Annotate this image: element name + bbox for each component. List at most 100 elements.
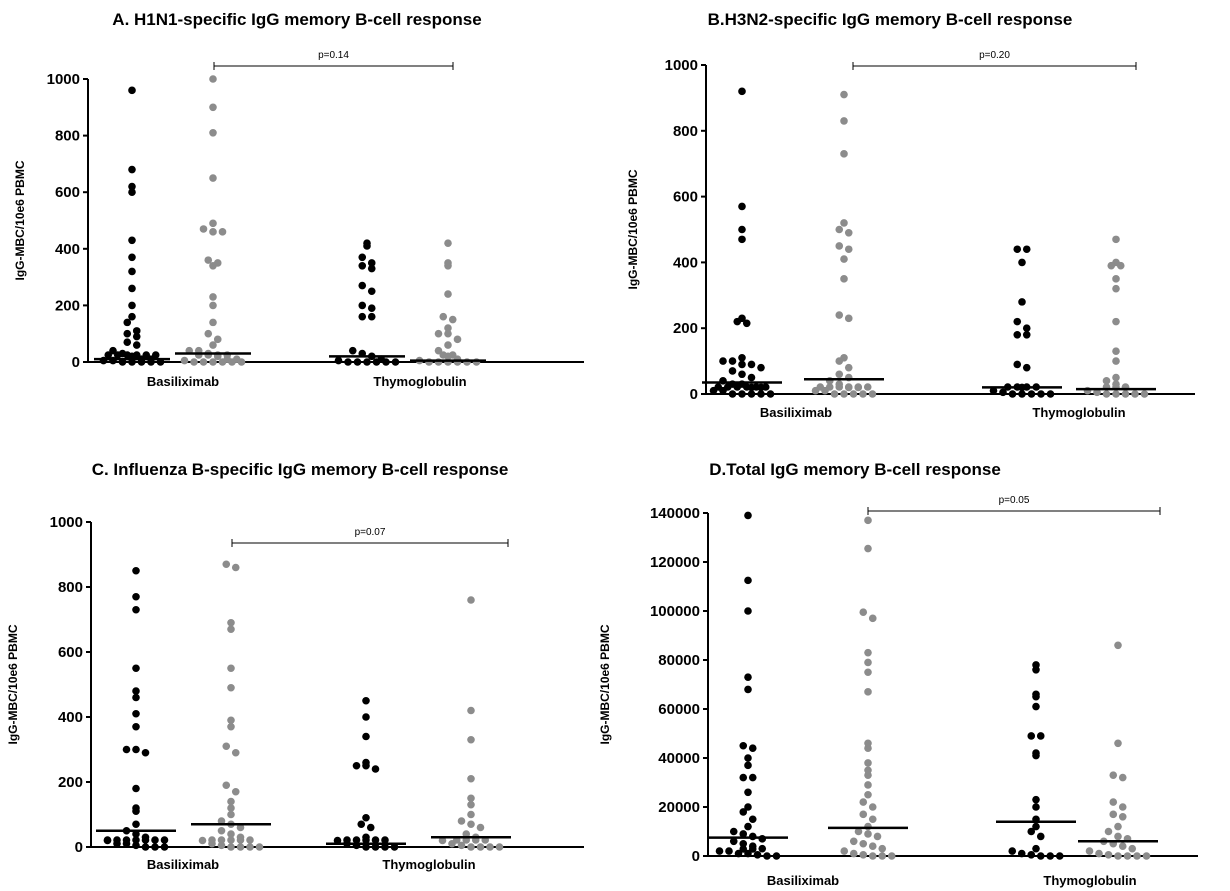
data-point bbox=[495, 843, 504, 851]
y-tick-label: 200 bbox=[55, 297, 80, 314]
data-point bbox=[1104, 827, 1113, 836]
data-point bbox=[1123, 852, 1132, 860]
data-point bbox=[198, 836, 207, 845]
data-point bbox=[358, 301, 367, 310]
data-point bbox=[227, 722, 235, 731]
data-point bbox=[467, 800, 475, 809]
y-tick-label: 600 bbox=[673, 189, 698, 206]
data-point bbox=[132, 745, 140, 754]
data-point bbox=[227, 836, 235, 844]
data-point bbox=[367, 287, 376, 296]
data-point bbox=[1027, 827, 1036, 836]
data-point bbox=[209, 358, 217, 366]
data-point bbox=[333, 836, 342, 845]
data-point bbox=[381, 843, 389, 851]
data-point bbox=[123, 329, 132, 338]
data-point bbox=[217, 817, 226, 825]
data-point bbox=[859, 810, 868, 819]
data-point bbox=[859, 390, 867, 398]
p-value-label: p=0.14 bbox=[318, 50, 349, 61]
data-point bbox=[840, 255, 848, 263]
data-point bbox=[1109, 798, 1118, 806]
data-point bbox=[381, 836, 389, 844]
panel-d-total-igg: D.Total IgG memory B-cell response IgG-MB… bbox=[598, 460, 1198, 888]
data-point bbox=[227, 683, 235, 692]
data-point bbox=[132, 820, 140, 829]
data-point bbox=[151, 351, 160, 359]
data-point bbox=[1118, 773, 1127, 782]
data-point bbox=[128, 301, 136, 310]
data-point bbox=[141, 836, 150, 844]
data-point bbox=[863, 383, 872, 391]
data-point bbox=[132, 327, 141, 335]
data-point bbox=[367, 312, 376, 321]
data-point bbox=[1114, 641, 1122, 650]
data-point bbox=[1032, 702, 1040, 711]
y-tick-label: 0 bbox=[72, 354, 80, 371]
group-label: Thymoglobulin bbox=[1032, 405, 1125, 420]
data-point bbox=[439, 351, 448, 359]
data-point bbox=[849, 390, 858, 398]
data-point bbox=[462, 830, 471, 838]
y-tick-label: 800 bbox=[55, 128, 80, 145]
data-point bbox=[1112, 373, 1120, 382]
data-point bbox=[742, 319, 751, 328]
group-label: Basiliximab bbox=[147, 857, 219, 872]
data-point bbox=[887, 852, 896, 860]
data-point bbox=[1114, 832, 1122, 841]
data-point bbox=[160, 836, 169, 844]
data-point bbox=[467, 794, 475, 803]
data-point bbox=[734, 849, 743, 858]
data-point bbox=[227, 716, 235, 725]
data-point bbox=[1013, 317, 1022, 326]
data-point bbox=[868, 842, 877, 850]
data-point bbox=[246, 836, 254, 844]
data-point bbox=[1112, 284, 1120, 293]
data-point bbox=[151, 843, 159, 851]
data-point bbox=[444, 329, 452, 338]
data-point bbox=[222, 742, 231, 751]
data-point bbox=[738, 370, 746, 379]
data-point bbox=[844, 383, 853, 391]
data-point bbox=[444, 239, 452, 247]
data-point bbox=[738, 354, 746, 362]
data-point bbox=[344, 358, 352, 366]
group-label: Basiliximab bbox=[760, 405, 832, 420]
data-point bbox=[180, 356, 189, 365]
data-point bbox=[1018, 258, 1026, 267]
data-point bbox=[864, 668, 872, 677]
data-point bbox=[1046, 852, 1055, 860]
data-point bbox=[1032, 666, 1040, 674]
data-point bbox=[1118, 842, 1127, 850]
data-point bbox=[738, 202, 746, 211]
data-point bbox=[1027, 850, 1036, 859]
data-point bbox=[160, 843, 169, 851]
data-point bbox=[208, 836, 216, 844]
data-point bbox=[739, 808, 748, 816]
data-point bbox=[371, 843, 380, 851]
data-point bbox=[744, 576, 752, 585]
data-point bbox=[728, 367, 737, 375]
data-point bbox=[878, 852, 887, 860]
data-point bbox=[218, 228, 227, 236]
data-point bbox=[227, 843, 235, 851]
data-point bbox=[217, 841, 226, 850]
data-point bbox=[753, 850, 762, 859]
data-point bbox=[141, 748, 150, 757]
data-point bbox=[132, 566, 140, 575]
data-point bbox=[1128, 844, 1137, 853]
data-point bbox=[873, 832, 882, 841]
y-tick-label: 800 bbox=[673, 123, 698, 140]
data-point bbox=[358, 281, 367, 290]
data-point bbox=[1121, 390, 1130, 398]
data-point bbox=[825, 383, 834, 391]
data-point bbox=[128, 267, 136, 276]
group-label: Basiliximab bbox=[767, 873, 839, 888]
data-point bbox=[835, 383, 844, 391]
data-point bbox=[1112, 357, 1120, 365]
data-point bbox=[728, 390, 737, 398]
data-point bbox=[748, 744, 757, 752]
data-point bbox=[132, 351, 141, 359]
data-point bbox=[1013, 245, 1022, 254]
data-point bbox=[358, 261, 367, 270]
